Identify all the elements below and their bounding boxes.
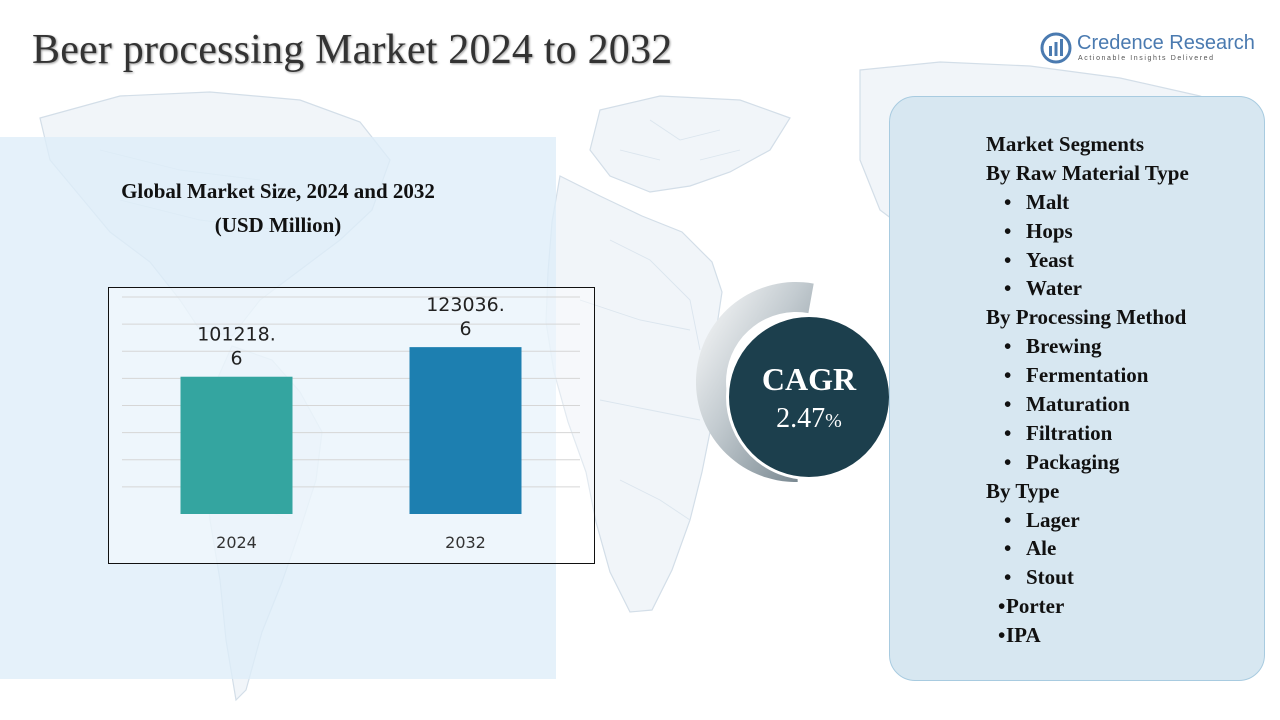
bullet-icon: • xyxy=(1004,276,1012,301)
segment-item: •IPA xyxy=(986,621,1266,650)
cagr-label: CAGR xyxy=(761,361,857,397)
segment-item: • Malt xyxy=(986,188,1266,217)
segment-item: • Brewing xyxy=(986,332,1266,361)
bar-2032 xyxy=(409,347,522,514)
cagr-badge: CAGR 2.47% xyxy=(726,314,892,480)
bullet-icon: • xyxy=(1004,536,1012,561)
market-segments-panel xyxy=(889,96,1265,681)
chart-title-line2: (USD Million) xyxy=(214,213,342,237)
bullet-icon: • xyxy=(1004,392,1012,417)
segment-item: • Fermentation xyxy=(986,361,1266,390)
logo-name: Credence Research xyxy=(1077,32,1255,54)
x-tick-label: 2032 xyxy=(445,533,486,552)
brand-logo: Credence Research Actionable Insights De… xyxy=(1040,30,1255,70)
chart-title-line1: Global Market Size, 2024 and 2032 xyxy=(121,179,435,203)
bullet-icon: • xyxy=(998,594,1006,619)
segments-heading: Market Segments xyxy=(986,132,1145,156)
segment-item-label: Packaging xyxy=(1026,449,1120,474)
segment-item-label: Filtration xyxy=(1026,420,1113,445)
segment-item: • Packaging xyxy=(986,448,1266,477)
bullet-icon: • xyxy=(1004,218,1012,243)
segment-item: • Ale xyxy=(986,534,1266,563)
chart-title: Global Market Size, 2024 and 2032 (USD M… xyxy=(60,174,496,242)
segment-item-label: Stout xyxy=(1026,565,1074,590)
bullet-icon: • xyxy=(1004,334,1012,359)
logo-tagline: Actionable Insights Delivered xyxy=(1078,55,1215,62)
page-title: Beer processing Market 2024 to 2032 xyxy=(32,27,673,73)
x-tick-label: 2024 xyxy=(216,533,257,552)
data-label: 6 xyxy=(230,348,242,370)
cagr-value: 2.47% xyxy=(729,403,889,435)
segment-item-label: Brewing xyxy=(1026,334,1102,359)
segment-item: • Hops xyxy=(986,217,1266,246)
bar-chart: 101218. 6 2024 123036. 6 2032 xyxy=(108,287,595,564)
bullet-icon: • xyxy=(998,623,1006,648)
segment-item-label: Maturation xyxy=(1026,392,1130,417)
market-segments-list: Market Segments By Raw Material Type • Ma… xyxy=(986,130,1266,650)
bullet-icon: • xyxy=(1004,247,1012,272)
segment-item-label: Ale xyxy=(1026,536,1057,561)
segment-item: • Stout xyxy=(986,563,1266,592)
bullet-icon: • xyxy=(1004,363,1012,388)
segment-item: • Lager xyxy=(986,506,1266,535)
segment-item-label: Yeast xyxy=(1026,247,1074,272)
segment-item-label: Hops xyxy=(1026,218,1073,243)
segment-item-label: Malt xyxy=(1026,189,1070,214)
bullet-icon: • xyxy=(1004,189,1012,214)
segment-item-label: Water xyxy=(1026,276,1082,301)
segment-item-label: Porter xyxy=(1006,594,1065,619)
segment-item-label: Fermentation xyxy=(1026,363,1149,388)
segment-item: •Porter xyxy=(986,592,1266,621)
bullet-icon: • xyxy=(1004,507,1012,532)
cagr-number: 2.47 xyxy=(776,403,826,434)
segment-item-label: Lager xyxy=(1026,507,1080,532)
segment-item: • Water xyxy=(986,274,1266,303)
segment-group-title: By Type xyxy=(986,478,1060,503)
logo-icon xyxy=(1040,32,1072,64)
bar-2024 xyxy=(180,376,293,514)
segment-item-label: IPA xyxy=(1006,623,1041,648)
segment-item: • Maturation xyxy=(986,390,1266,419)
data-label: 123036. xyxy=(426,294,505,316)
segment-group-title: By Processing Method xyxy=(986,305,1187,330)
segment-item: • Filtration xyxy=(986,419,1266,448)
cagr-unit: % xyxy=(825,410,842,432)
bullet-icon: • xyxy=(1004,420,1012,445)
cagr-ring-decoration xyxy=(696,282,814,482)
data-label: 101218. xyxy=(197,324,276,346)
bullet-icon: • xyxy=(1004,565,1012,590)
bullet-icon: • xyxy=(1004,449,1012,474)
data-label: 6 xyxy=(459,318,471,340)
segment-group-title: By Raw Material Type xyxy=(986,160,1189,185)
segment-item: • Yeast xyxy=(986,246,1266,275)
